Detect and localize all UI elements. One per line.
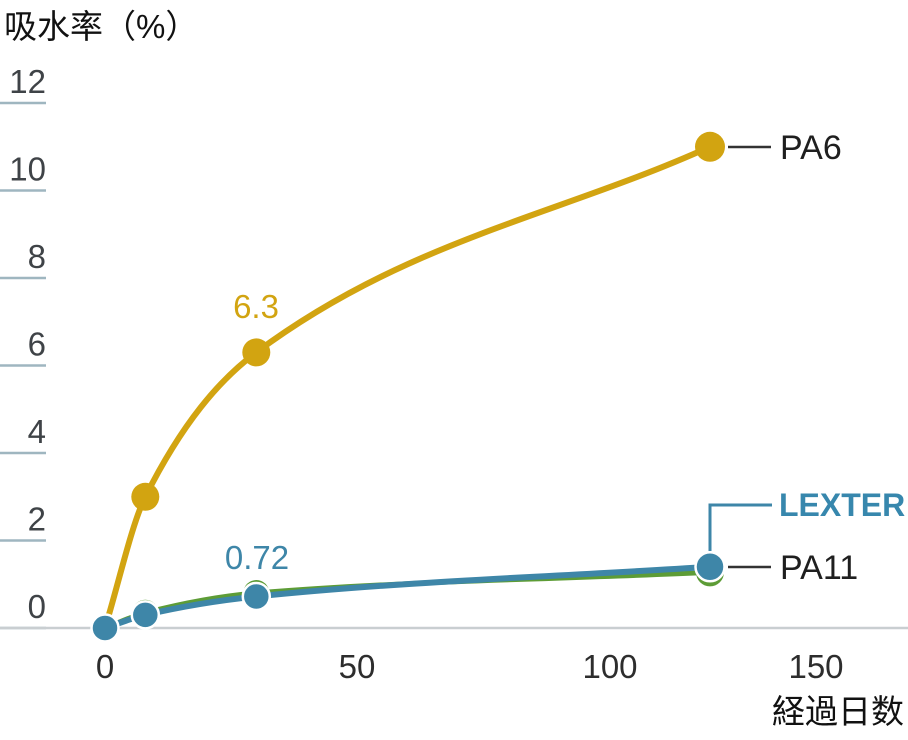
- lexter-label: LEXTER: [779, 487, 905, 523]
- x-tick-label: 50: [339, 648, 376, 685]
- axes-layer: 12 10 8 6 4 2 0 0 50 100 150: [0, 63, 908, 685]
- lexter-data-point: [241, 581, 272, 612]
- labels-layer: 吸水率（%） 経過日数 PA6 LEXTER PA11 6.3 0.72: [4, 8, 905, 730]
- x-tick-label: 0: [96, 648, 114, 685]
- pa6-data-point: [131, 482, 160, 511]
- pa6-data-point: [695, 131, 725, 162]
- y-tick-label: 2: [28, 501, 46, 538]
- pa6-label: PA6: [780, 129, 842, 167]
- series-layer: [90, 131, 726, 643]
- x-tick-label: 100: [582, 648, 637, 685]
- pa11-label: PA11: [780, 549, 858, 587]
- y-tick-label: 6: [28, 326, 46, 363]
- lexter-leader-line: [708, 503, 772, 551]
- pa11-line: [102, 569, 713, 631]
- lexter-data-point: [694, 551, 726, 583]
- y-tick-label: 8: [28, 238, 46, 275]
- pa6-value-annotation: 6.3: [233, 288, 279, 325]
- y-tick-label: 12: [9, 63, 46, 100]
- pa6-data-point: [242, 338, 271, 367]
- y-tick-label: 4: [28, 413, 46, 450]
- lexter-value-annotation: 0.72: [225, 539, 289, 576]
- lexter-data-point: [130, 600, 161, 630]
- y-axis-title: 吸水率（%）: [4, 8, 198, 45]
- y-tick-label: 0: [28, 588, 46, 625]
- y-tick-label: 10: [9, 151, 46, 188]
- x-axis-title: 経過日数: [772, 693, 904, 730]
- x-tick-label: 150: [788, 648, 843, 685]
- lexter-data-point: [90, 613, 120, 643]
- pa6-line: [102, 143, 714, 631]
